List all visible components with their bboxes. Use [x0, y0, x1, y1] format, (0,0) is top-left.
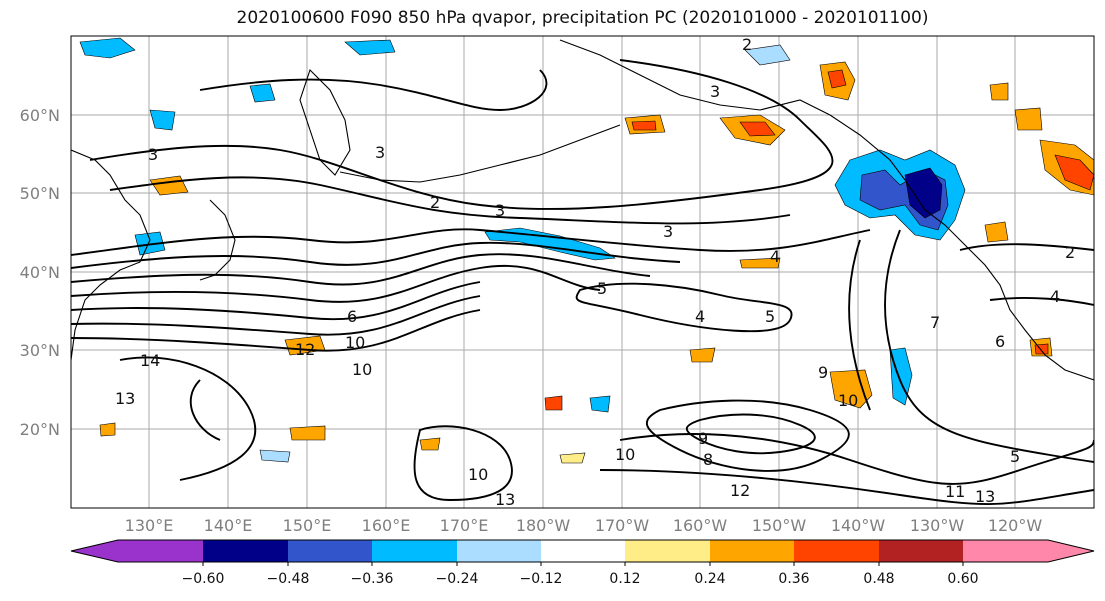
lon-tick: 120°W	[988, 516, 1043, 535]
lon-tick: 160°E	[362, 516, 411, 535]
contour-label: 5	[597, 279, 607, 298]
colorbar-extend-low	[71, 540, 118, 562]
map-frame	[70, 35, 1095, 509]
precip-shading	[79, 37, 1094, 464]
contour-label: 7	[930, 313, 940, 332]
contour-label: 3	[375, 143, 385, 162]
contour-label: 4	[770, 247, 780, 266]
lon-tick: 150°W	[752, 516, 807, 535]
lon-tick: 170°E	[440, 516, 489, 535]
colorbar-tick: 0.24	[694, 571, 725, 587]
contour-label: 6	[347, 307, 357, 326]
coast-north-america	[904, 179, 1094, 381]
contour-label: 6	[995, 332, 1005, 351]
lon-tick: 150°E	[283, 516, 332, 535]
coast-alaska	[559, 39, 906, 181]
contour-label: 10	[838, 391, 858, 410]
neg-patch-nw	[79, 37, 136, 59]
contour-label: 8	[703, 450, 713, 469]
contour-label: 10	[352, 360, 372, 379]
colorbar-bin	[879, 540, 963, 562]
colorbar-tick: 0.48	[863, 571, 894, 587]
lat-tick: 30°N	[20, 341, 60, 360]
colorbar-tick: −0.36	[351, 571, 394, 587]
lat-tick: 40°N	[20, 263, 60, 282]
contour-labels: 2 3 3 2 3 3 4 4 5 4 5 7 6 6 10 10 10 12 …	[115, 35, 1075, 509]
colorbar: −0.60 −0.48 −0.36 −0.24 −0.12 0.12 0.24 …	[70, 539, 1095, 587]
contour-label: 2	[742, 35, 752, 54]
lat-tick: 20°N	[20, 420, 60, 439]
coast-asia	[71, 149, 151, 361]
map-title: 2020100600 F090 850 hPa qvapor, precipit…	[236, 8, 929, 28]
lon-tick: 130°W	[910, 516, 965, 535]
colorbar-tick: 0.36	[778, 571, 809, 587]
contour-label: 10	[345, 333, 365, 352]
contour-label: 3	[663, 222, 673, 241]
lat-tick: 50°N	[20, 184, 60, 203]
contour-label: 10	[468, 465, 488, 484]
contour-label: 3	[148, 145, 158, 164]
contour-label: 13	[495, 490, 515, 509]
contour-label: 12	[730, 481, 750, 500]
lon-tick: 140°E	[204, 516, 253, 535]
colorbar-tick: −0.24	[436, 571, 479, 587]
colorbar-bin	[541, 540, 625, 562]
contour-label: 13	[115, 389, 135, 408]
lon-tick: 130°E	[125, 516, 174, 535]
colorbar-tick: 0.60	[947, 571, 978, 587]
colorbar-bin	[625, 540, 710, 562]
lon-tick: 170°W	[595, 516, 650, 535]
contour-label: 4	[695, 307, 705, 326]
colorbar-tick: −0.48	[267, 571, 310, 587]
neg-patch-gulf-alaska-deep	[904, 167, 943, 219]
colorbar-tick: −0.12	[520, 571, 563, 587]
colorbar-bin	[794, 540, 879, 562]
contour-label: 13	[975, 487, 995, 506]
contour-label: 11	[945, 482, 965, 501]
contour-label: 12	[295, 340, 315, 359]
colorbar-tick: 0.12	[609, 571, 640, 587]
coastlines	[71, 39, 1094, 381]
contour-label: 3	[710, 82, 720, 101]
colorbar-bin	[288, 540, 372, 562]
contour-label: 5	[765, 307, 775, 326]
contour-label: 14	[140, 351, 160, 370]
lon-tick: 180°W	[516, 516, 571, 535]
qvapor-contours	[71, 59, 1094, 505]
colorbar-bin	[963, 540, 1048, 562]
contour-label: 9	[818, 363, 828, 382]
lat-tick-labels: 60°N 50°N 40°N 30°N 20°N	[20, 106, 60, 439]
colorbar-extend-high	[1048, 540, 1094, 562]
contour-label: 4	[1050, 287, 1060, 306]
lat-tick: 60°N	[20, 106, 60, 125]
lon-tick-labels: 130°E 140°E 150°E 160°E 170°E 180°W 170°…	[125, 516, 1043, 535]
coast-japan	[199, 199, 236, 281]
contour-label: 5	[1010, 447, 1020, 466]
colorbar-tick: −0.60	[182, 571, 225, 587]
colorbar-bin	[457, 540, 541, 562]
coast-kamchatka	[299, 68, 351, 176]
contour-label: 2	[430, 193, 440, 212]
colorbar-bin	[372, 540, 457, 562]
coast-aleutians	[339, 124, 621, 183]
lon-tick: 140°W	[831, 516, 886, 535]
contour-label: 2	[1065, 243, 1075, 262]
colorbar-bin	[118, 540, 203, 562]
colorbar-bin	[710, 540, 794, 562]
contour-label: 10	[615, 445, 635, 464]
contour-label: 3	[495, 201, 505, 220]
colorbar-bin	[203, 540, 288, 562]
lon-tick: 160°W	[673, 516, 728, 535]
contour-label: 9	[698, 429, 708, 448]
